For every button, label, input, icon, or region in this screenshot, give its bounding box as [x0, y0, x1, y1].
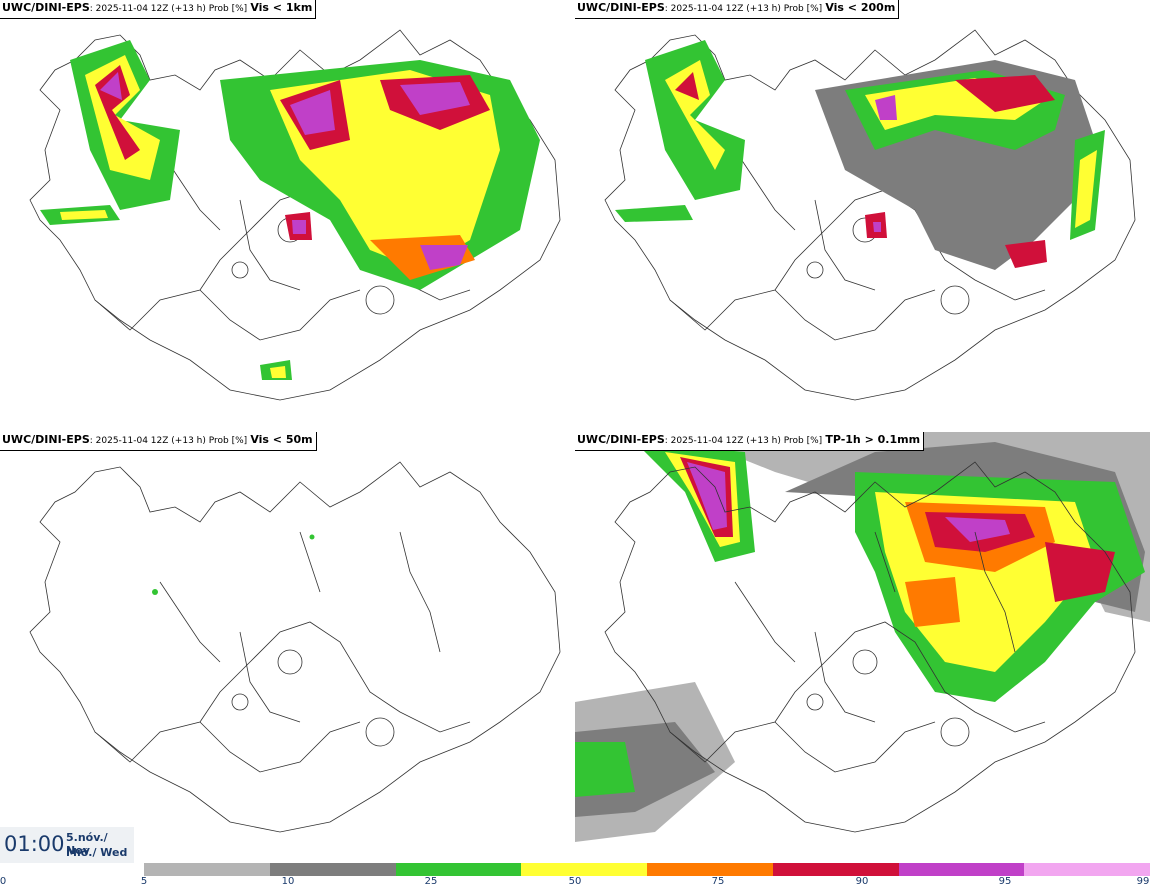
- valid-time-box: 01:00 5.nóv./ Nov Mið./ Wed: [0, 827, 134, 863]
- colorbar-segment: [269, 863, 396, 876]
- colorbar-tick-label: 90: [855, 876, 869, 887]
- colorbar-tick-label: 0: [0, 876, 7, 887]
- colorbar-segment: [395, 863, 522, 876]
- run-info: : 2025-11-04 12Z (+13 h) Prob [%]: [664, 4, 823, 14]
- colorbar-tick-label: 25: [424, 876, 438, 887]
- colorbar-tick-label: 99: [1136, 876, 1150, 887]
- iceland-map-vis-200m: [604, 29, 1136, 401]
- variable-label: Vis < 50m: [250, 433, 313, 446]
- probability-field: [152, 534, 315, 595]
- variable-label: Vis < 1km: [250, 1, 313, 14]
- colorbar-tick-label: 50: [568, 876, 582, 887]
- model-name: UWC/DINI-EPS: [2, 1, 90, 14]
- model-name: UWC/DINI-EPS: [577, 433, 665, 446]
- probability-field: [40, 40, 540, 380]
- map-panel-vis-50m: UWC/DINI-EPS: 2025-11-04 12Z (+13 h) Pro…: [0, 432, 575, 864]
- valid-weekday: Mið./ Wed: [66, 846, 128, 859]
- panel-title: UWC/DINI-EPS: 2025-11-04 12Z (+13 h) Pro…: [0, 0, 317, 19]
- colorbar-tick-label: 75: [711, 876, 725, 887]
- colorbar-segment: [144, 863, 270, 876]
- run-info: : 2025-11-04 12Z (+13 h) Prob [%]: [89, 436, 248, 446]
- model-name: UWC/DINI-EPS: [2, 433, 90, 446]
- iceland-map-tp-1h: [575, 432, 1150, 864]
- colorbar-segment: [898, 863, 1025, 876]
- colorbar-segment: [1024, 863, 1150, 876]
- colorbar-ticks: 0 5 10 25 50 75 90 95 99: [0, 876, 1150, 891]
- colorbar-segment: [772, 863, 899, 876]
- panel-title: UWC/DINI-EPS: 2025-11-04 12Z (+13 h) Pro…: [0, 432, 317, 451]
- model-name: UWC/DINI-EPS: [577, 1, 665, 14]
- colorbar-segment: [521, 863, 647, 876]
- panel-title: UWC/DINI-EPS: 2025-11-04 12Z (+13 h) Pro…: [575, 432, 925, 451]
- run-info: : 2025-11-04 12Z (+13 h) Prob [%]: [89, 4, 248, 14]
- map-panel-vis-200m: UWC/DINI-EPS: 2025-11-04 12Z (+13 h) Pro…: [575, 0, 1150, 432]
- colorbar-tick-label: 10: [281, 876, 295, 887]
- map-panel-tp-1h: UWC/DINI-EPS: 2025-11-04 12Z (+13 h) Pro…: [575, 432, 1150, 864]
- iceland-map-vis-1km: [29, 29, 561, 401]
- colorbar-tick-label: 5: [140, 876, 148, 887]
- run-info: : 2025-11-04 12Z (+13 h) Prob [%]: [664, 436, 823, 446]
- panel-title: UWC/DINI-EPS: 2025-11-04 12Z (+13 h) Pro…: [575, 0, 900, 19]
- probability-field-under: [575, 432, 1150, 864]
- variable-label: TP-1h > 0.1mm: [825, 433, 921, 446]
- valid-hour: 01:00: [4, 832, 65, 856]
- map-panel-vis-1km: UWC/DINI-EPS: 2025-11-04 12Z (+13 h) Pro…: [0, 0, 575, 432]
- probability-field: [615, 40, 1105, 270]
- probability-colorbar: [144, 863, 1150, 876]
- valid-date: 5.nóv./ Nov: [66, 831, 108, 857]
- variable-label: Vis < 200m: [825, 1, 896, 14]
- iceland-map-vis-50m: [29, 461, 561, 833]
- colorbar-segment: [647, 863, 773, 876]
- colorbar-tick-label: 95: [998, 876, 1012, 887]
